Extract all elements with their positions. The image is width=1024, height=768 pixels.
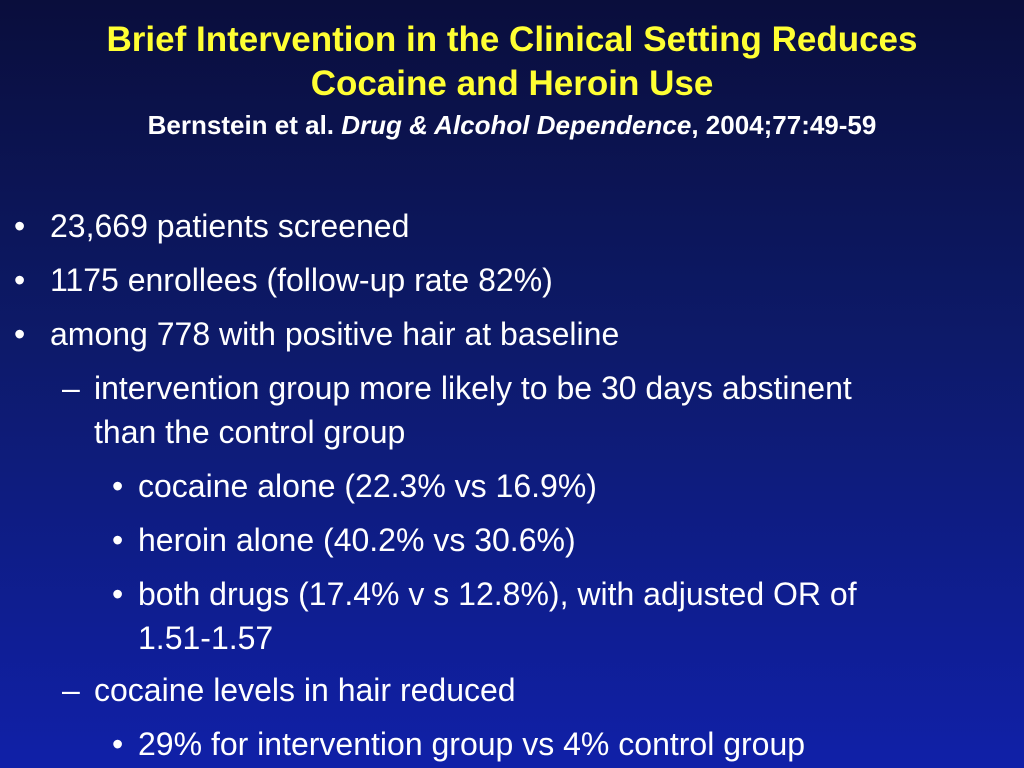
bullet-marker: • [14, 262, 26, 298]
dash-marker: – [62, 370, 80, 406]
citation-reference: , 2004;77:49-59 [691, 110, 877, 140]
bullet-text: among 778 with positive hair at baseline [50, 316, 620, 352]
sub-sub-bullet-hair-reduction: • 29% for intervention group vs 4% contr… [112, 722, 805, 766]
dash-marker: – [62, 672, 80, 708]
bullet-marker: • [14, 316, 26, 352]
bullet-marker: • [112, 468, 124, 504]
citation-authors: Bernstein et al. [147, 110, 342, 140]
bullet-marker: • [112, 522, 124, 558]
citation: Bernstein et al. Drug & Alcohol Dependen… [0, 108, 1024, 142]
sub-sub-bullet-text-line-2: 1.51-1.57 [138, 620, 274, 656]
citation-journal: Drug & Alcohol Dependence [341, 110, 692, 140]
sub-sub-bullet-heroin: • heroin alone (40.2% vs 30.6%) [112, 518, 576, 562]
sub-bullet-text-line-1: intervention group more likely to be 30 … [94, 370, 852, 406]
bullet-marker: • [14, 208, 26, 244]
sub-bullet-abstinent: – intervention group more likely to be 3… [62, 366, 852, 454]
sub-bullet-text: cocaine levels in hair reduced [94, 672, 516, 708]
bullet-enrollees: • 1175 enrollees (follow-up rate 82%) [14, 258, 553, 302]
sub-sub-bullet-both-drugs: • both drugs (17.4% v s 12.8%), with adj… [112, 572, 857, 660]
sub-bullet-text-line-2: than the control group [94, 414, 406, 450]
bullet-positive-hair: • among 778 with positive hair at baseli… [14, 312, 619, 356]
slide-title-line-2: Cocaine and Heroin Use [310, 64, 714, 103]
sub-bullet-cocaine-levels: – cocaine levels in hair reduced [62, 668, 516, 712]
slide-title-line-1: Brief Intervention in the Clinical Setti… [106, 20, 918, 59]
sub-sub-bullet-text: 29% for intervention group vs 4% control… [138, 726, 806, 762]
sub-sub-bullet-text: cocaine alone (22.3% vs 16.9%) [138, 468, 597, 504]
bullet-text: 23,669 patients screened [50, 208, 410, 244]
title-block: Brief Intervention in the Clinical Setti… [0, 18, 1024, 142]
bullet-marker: • [112, 726, 124, 762]
bullet-text: 1175 enrollees (follow-up rate 82%) [50, 262, 553, 298]
sub-sub-bullet-text-line-1: both drugs (17.4% v s 12.8%), with adjus… [138, 576, 857, 612]
bullet-patients-screened: • 23,669 patients screened [14, 204, 409, 248]
sub-sub-bullet-text: heroin alone (40.2% vs 30.6%) [138, 522, 576, 558]
sub-sub-bullet-cocaine: • cocaine alone (22.3% vs 16.9%) [112, 464, 597, 508]
bullet-marker: • [112, 576, 124, 612]
